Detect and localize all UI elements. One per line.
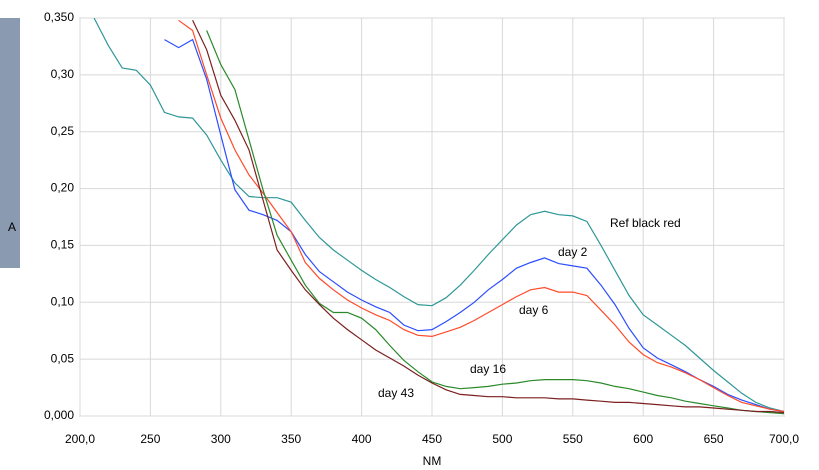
y-tick-label: 0,20 — [51, 181, 75, 195]
x-axis-label: NM — [423, 454, 442, 468]
x-tick-label: 650 — [704, 432, 724, 446]
plot-area — [93, 18, 784, 415]
y-tick-label: 0,000 — [44, 408, 74, 422]
x-tick-label: 300 — [211, 432, 231, 446]
y-tick-label: 0,25 — [51, 124, 75, 138]
x-tick-label: 350 — [281, 432, 301, 446]
x-tick-label: 250 — [140, 432, 160, 446]
x-tick-label: 450 — [422, 432, 442, 446]
side-photo — [0, 18, 20, 268]
x-tick-label: 500 — [492, 432, 512, 446]
y-tick-label: 0,10 — [51, 294, 75, 308]
series-line — [164, 38, 784, 413]
series-line — [206, 30, 784, 415]
y-tick-label: 0,30 — [51, 67, 75, 81]
y-tick-label: 0,05 — [51, 351, 75, 365]
series-label: Ref black red — [610, 216, 681, 230]
series-label: day 43 — [378, 386, 414, 400]
x-tick-label: 200,0 — [65, 432, 95, 446]
x-tick-label: 400 — [352, 432, 372, 446]
y-axis-label: A — [8, 220, 16, 234]
series-line — [178, 19, 784, 413]
series-line — [93, 18, 784, 413]
x-tick-label: 700,0 — [769, 432, 799, 446]
y-tick-label: 0,15 — [51, 238, 75, 252]
x-tick-label: 600 — [633, 432, 653, 446]
y-tick-label: 0,350 — [44, 10, 74, 24]
x-tick-label: 550 — [563, 432, 583, 446]
series-line — [192, 20, 784, 414]
series-label: day 6 — [519, 303, 549, 317]
series-label: day 2 — [558, 245, 588, 259]
series-label: day 16 — [470, 362, 506, 376]
